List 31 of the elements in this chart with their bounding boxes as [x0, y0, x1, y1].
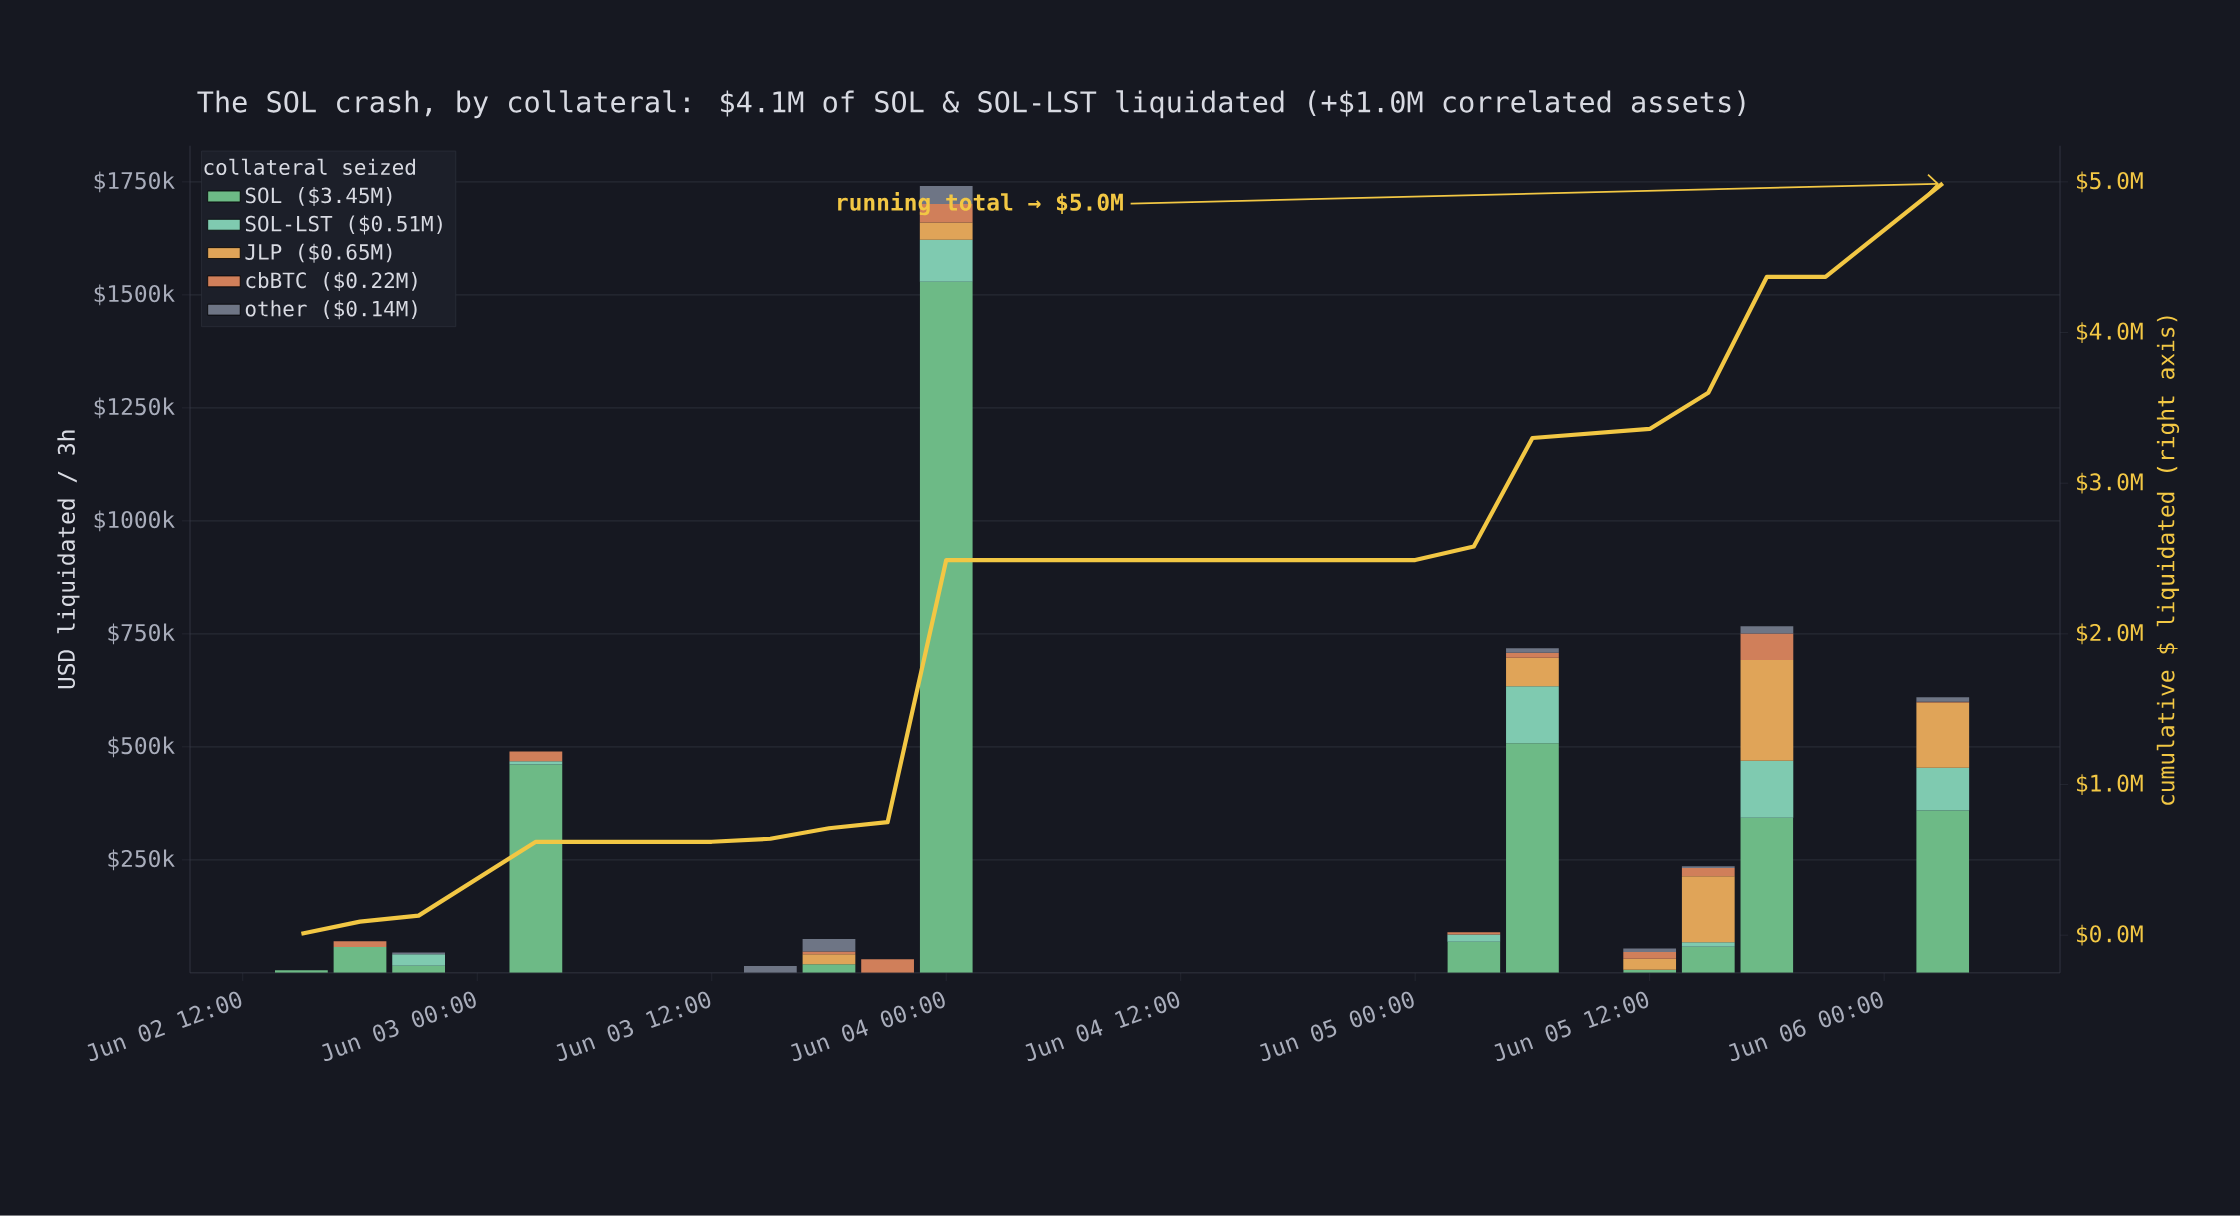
y-tick-label: $500k — [108, 736, 175, 758]
y-tick-label: $1000k — [94, 510, 175, 532]
y-tick-label: $750k — [108, 623, 175, 645]
x-tick-label: Jun 03 12:00 — [556, 991, 711, 1062]
legend-label: other ($0.14M) — [245, 300, 417, 320]
y2-tick-label: $2.0M — [2076, 623, 2143, 645]
legend-label: SOL ($3.45M) — [245, 187, 392, 207]
x-tick-label: Jun 05 00:00 — [1259, 991, 1414, 1062]
y-tick-label: $1750k — [94, 171, 175, 193]
x-tick-label: Jun 02 12:00 — [87, 991, 242, 1062]
legend-label: JLP ($0.65M) — [245, 243, 392, 263]
legend-title: collateral seized — [204, 158, 415, 176]
y-tick-label: $250k — [108, 849, 175, 871]
y2-tick-label: $4.0M — [2076, 322, 2143, 344]
chart-title: The SOL crash, by collateral: $4.1M of SOL & SOL-LST liquidated (+$1.0M correlated assets) — [197, 90, 1745, 119]
x-tick-label: Jun 04 12:00 — [1025, 991, 1180, 1062]
legend-label: cbBTC ($0.22M) — [246, 272, 417, 292]
y2-tick-label: $3.0M — [2076, 472, 2143, 494]
x-tick-label: Jun 03 00:00 — [322, 991, 476, 1062]
annotation: running total → $5.0M — [838, 192, 1123, 216]
x-tick-label: Jun 06 00:00 — [1728, 991, 1883, 1062]
x-tick-label: Jun 05 12:00 — [1494, 991, 1649, 1062]
y2-tick-label: $5.0M — [2076, 171, 2143, 193]
y2-tick-label: $1.0M — [2076, 774, 2143, 796]
y2-tick-label: $0.0M — [2076, 924, 2143, 946]
y-axis-title: USD liquidated / 3h — [57, 430, 80, 689]
x-tick-label: Jun 04 00:00 — [791, 991, 945, 1062]
y-tick-label: $1500k — [94, 284, 175, 306]
y2-axis-title: cumulative $ liquidated (right axis) — [2156, 316, 2180, 805]
y-tick-label: $1250k — [94, 397, 175, 419]
legend-label: SOL-LST ($0.51M) — [245, 215, 442, 235]
